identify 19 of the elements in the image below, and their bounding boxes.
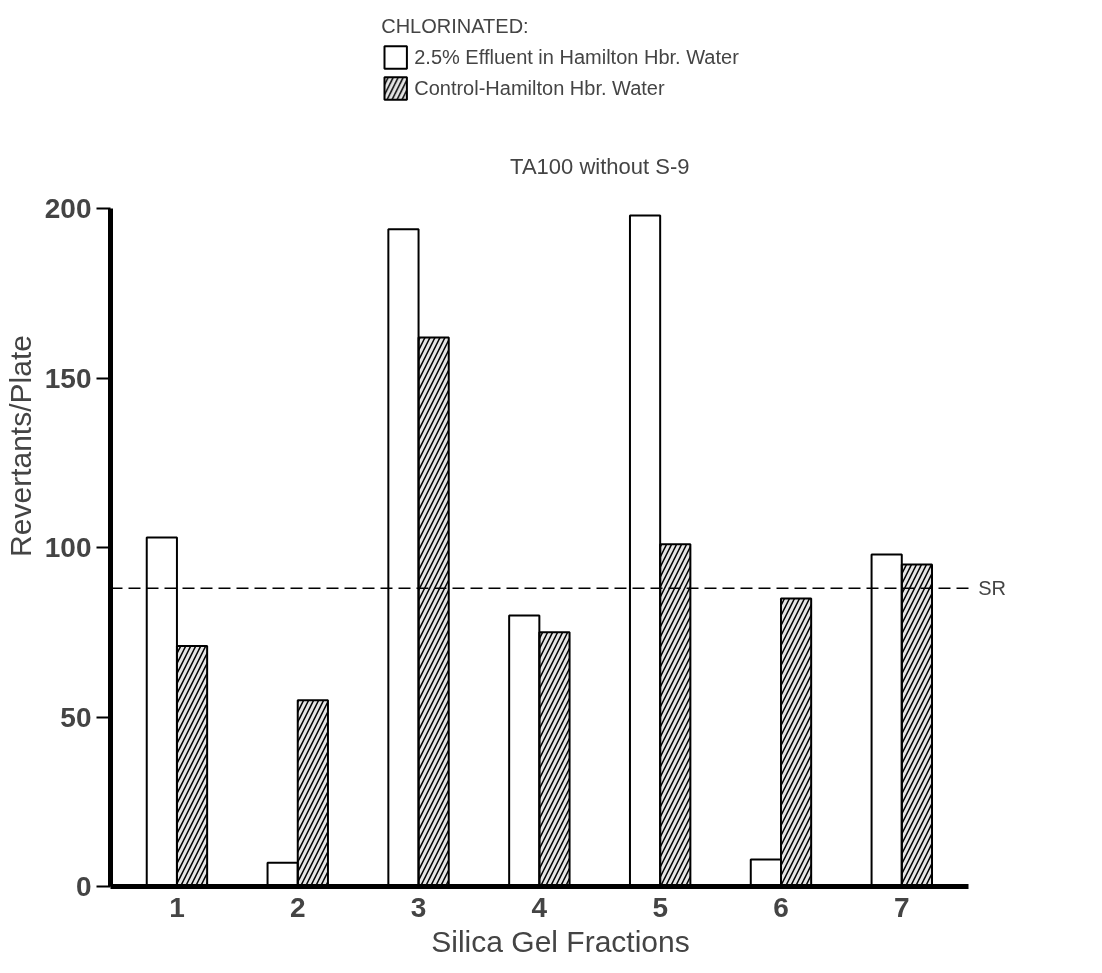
x-tick-label: 2 [289,891,306,923]
chart-subtitle: TA100 without S-9 [510,153,690,179]
legend-label: 2.5% Effluent in Hamilton Hbr. Water [414,45,739,69]
y-tick-label: 150 [44,362,92,394]
legend-title: CHLORINATED: [381,15,530,38]
y-axis-title: Revertants/Plate [3,335,37,557]
x-tick-label: 5 [652,891,668,923]
x-tick-label: 6 [773,891,789,923]
y-tick-label: 100 [44,532,92,564]
ref-line-label: SR [978,577,1007,600]
x-tick-label: 7 [893,891,910,923]
x-axis-title: Silica Gel Fractions [431,924,690,958]
x-tick-label: 1 [169,891,185,923]
y-tick-label: 0 [75,871,92,902]
y-tick-label: 200 [44,193,92,225]
legend-label: Control-Hamilton Hbr. Water [414,76,665,100]
y-tick-label: 50 [60,701,92,733]
x-tick-label: 3 [410,891,427,923]
x-tick-label: 4 [531,891,548,923]
